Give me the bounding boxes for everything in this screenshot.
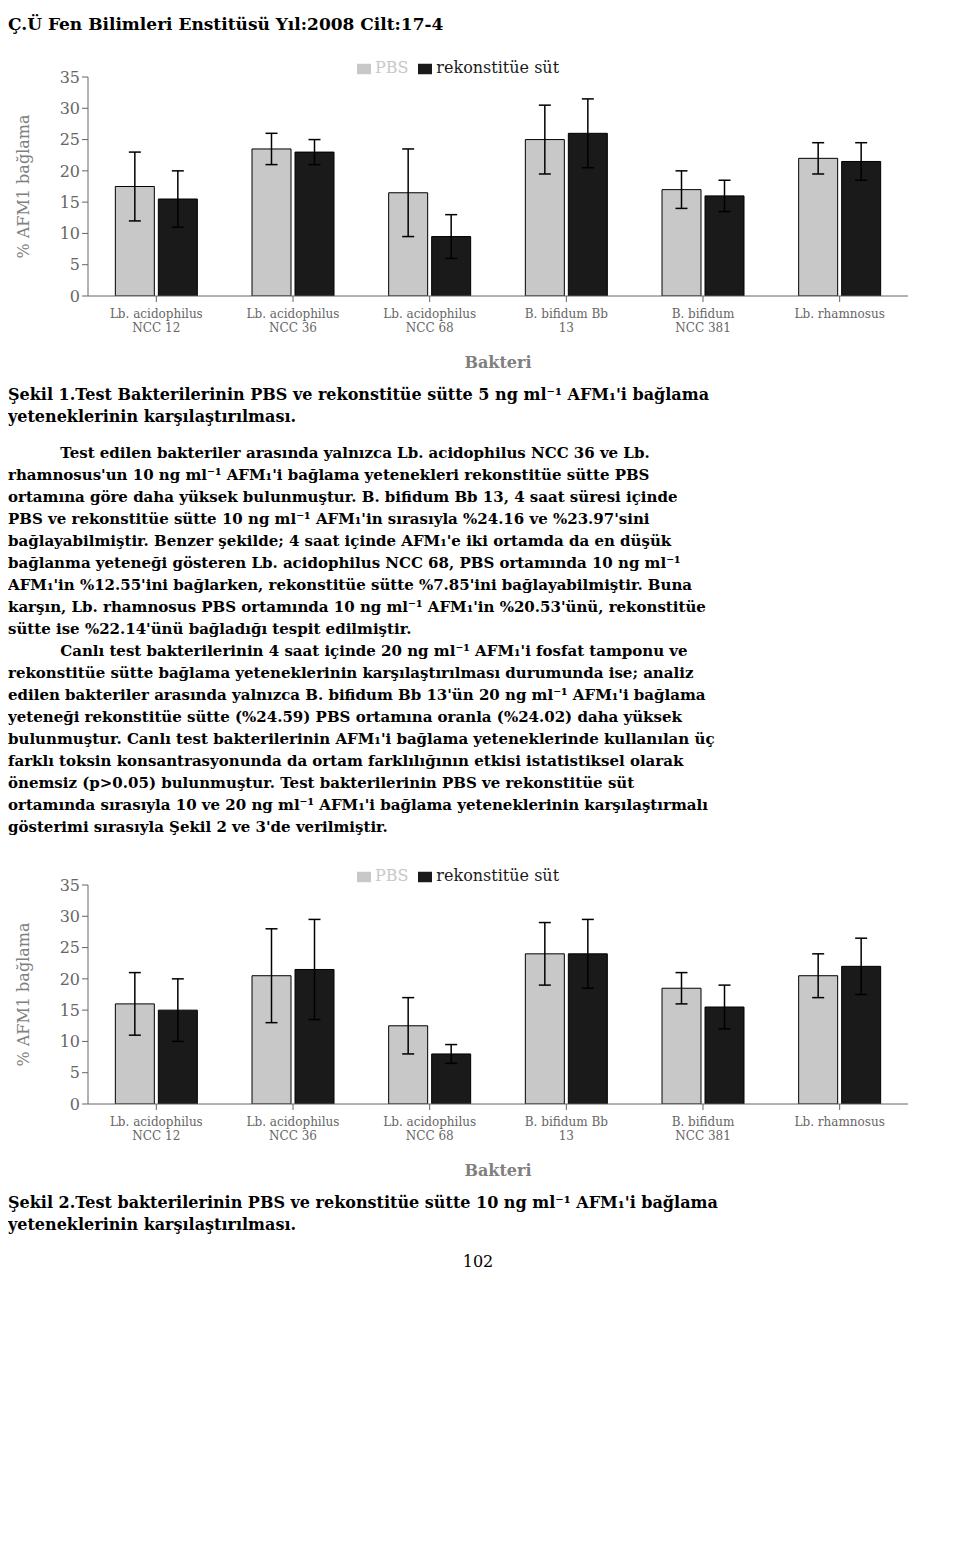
svg-text:15: 15 bbox=[60, 193, 80, 212]
html-text:rekonstitüe süt: rekonstitüe süt bbox=[436, 58, 560, 77]
svg-text:25: 25 bbox=[60, 938, 80, 957]
svg-text:Lb. acidophilusNCC 68: Lb. acidophilusNCC 68 bbox=[383, 1115, 476, 1143]
svg-text:Lb. acidophilusNCC 36: Lb. acidophilusNCC 36 bbox=[247, 1115, 340, 1143]
svg-text:15: 15 bbox=[60, 1001, 80, 1020]
html-text:rekonstitüe süt: rekonstitüe süt bbox=[436, 866, 560, 885]
svg-text:Lb. acidophilusNCC 12: Lb. acidophilusNCC 12 bbox=[110, 307, 203, 335]
svg-text:0: 0 bbox=[70, 287, 80, 306]
html-text:bağlayabilmiştir. Benzer şekil: bağlayabilmiştir. Benzer şekilde; 4 saat… bbox=[8, 532, 672, 550]
svg-text:B. bifidum Bb13: B. bifidum Bb13 bbox=[525, 1115, 608, 1143]
html-text:edilen bakteriler arasında yal: edilen bakteriler arasında yalnızca B. b… bbox=[8, 686, 706, 704]
svg-text:20: 20 bbox=[60, 162, 80, 181]
svg-text:25: 25 bbox=[60, 130, 80, 149]
html-text:yeteneği rekonstitüe sütte (%2: yeteneği rekonstitüe sütte (%24.59) PBS … bbox=[8, 708, 682, 726]
svg-text:Lb. rhamnosus: Lb. rhamnosus bbox=[795, 307, 885, 321]
svg-text:10: 10 bbox=[60, 224, 80, 243]
svg-text:5: 5 bbox=[70, 1063, 80, 1082]
svg-text:Bakteri: Bakteri bbox=[464, 1161, 531, 1180]
html-text:gösterimi sırasıyla Şekil 2 ve: gösterimi sırasıyla Şekil 2 ve 3'de veri… bbox=[8, 818, 388, 836]
svg-text:35: 35 bbox=[60, 68, 80, 87]
html-text:önemsiz (p>0.05) bulunmuştur.: önemsiz (p>0.05) bulunmuştur. Test bakte… bbox=[8, 774, 635, 792]
html-text:PBS: PBS bbox=[374, 58, 409, 77]
html-text:sütte ise %22.14'ünü bağladığı: sütte ise %22.14'ünü bağladığı tespit ed… bbox=[8, 620, 412, 638]
svg-text:5: 5 bbox=[70, 255, 80, 274]
svg-text:% AFM1 bağlama: % AFM1 bağlama bbox=[14, 114, 33, 258]
html-text:karşın, Lb. rhamnosus PBS orta: karşın, Lb. rhamnosus PBS ortamında 10 n… bbox=[8, 598, 706, 616]
html-text:AFM₁'in %12.55'ini bağlarken,: AFM₁'in %12.55'ini bağlarken, rekonstitü… bbox=[8, 576, 693, 594]
html-text:rhamnosus'un 10 ng ml⁻¹ AFM₁'i: rhamnosus'un 10 ng ml⁻¹ AFM₁'i bağlama y… bbox=[8, 466, 650, 484]
html-text:farklı toksin konsantrasyonund: farklı toksin konsantrasyonunda da ortam… bbox=[8, 752, 684, 770]
svg-text:30: 30 bbox=[60, 99, 80, 118]
html-text:rekonstitüe sütte bağlama yete: rekonstitüe sütte bağlama yeteneklerinin… bbox=[8, 664, 694, 682]
svg-text:Lb. acidophilusNCC 36: Lb. acidophilusNCC 36 bbox=[247, 307, 340, 335]
html-text:ortamında sırasıyla 10 ve 20 n: ortamında sırasıyla 10 ve 20 ng ml⁻¹ AFM… bbox=[8, 796, 708, 814]
svg-text:Lb. acidophilusNCC 12: Lb. acidophilusNCC 12 bbox=[110, 1115, 203, 1143]
html-text:bağlanma yeteneği gösteren Lb.: bağlanma yeteneği gösteren Lb. acidophil… bbox=[8, 554, 681, 572]
svg-text:Bakteri: Bakteri bbox=[464, 353, 531, 372]
svg-text:30: 30 bbox=[60, 907, 80, 926]
svg-text:% AFM1 bağlama: % AFM1 bağlama bbox=[14, 922, 33, 1066]
html-text:102: 102 bbox=[462, 1252, 494, 1271]
html-text:PBS: PBS bbox=[374, 866, 409, 885]
svg-text:B. bifidumNCC 381: B. bifidumNCC 381 bbox=[672, 307, 735, 335]
svg-text:B. bifidum Bb13: B. bifidum Bb13 bbox=[525, 307, 608, 335]
svg-text:35: 35 bbox=[60, 876, 80, 895]
html-text:PBS ve rekonstitüe sütte 10 ng: PBS ve rekonstitüe sütte 10 ng ml⁻¹ AFM₁… bbox=[8, 510, 650, 528]
html-text:Test edilen bakteriler arasınd: Test edilen bakteriler arasında yalnızca… bbox=[8, 444, 650, 462]
svg-text:B. bifidumNCC 381: B. bifidumNCC 381 bbox=[672, 1115, 735, 1143]
html-text:ortamına göre daha yüksek bulu: ortamına göre daha yüksek bulunmuştur. B… bbox=[8, 488, 678, 506]
svg-text:20: 20 bbox=[60, 970, 80, 989]
html-text:Şekil 2.Test bakterilerinin PB: Şekil 2.Test bakterilerinin PBS ve rekon… bbox=[8, 1193, 718, 1234]
svg-text:Lb. rhamnosus: Lb. rhamnosus bbox=[795, 1115, 885, 1129]
html-text:Şekil 1.Test Bakterilerinin PB: Şekil 1.Test Bakterilerinin PBS ve rekon… bbox=[8, 385, 709, 426]
svg-text:10: 10 bbox=[60, 1032, 80, 1051]
svg-text:Lb. acidophilusNCC 68: Lb. acidophilusNCC 68 bbox=[383, 307, 476, 335]
html-text:Ç.Ü Fen Bilimleri Enstitüsü Yı: Ç.Ü Fen Bilimleri Enstitüsü Yıl:2008 Cil… bbox=[8, 14, 444, 34]
svg-text:0: 0 bbox=[70, 1095, 80, 1114]
html-text:bulunmuştur. Canlı test bakter: bulunmuştur. Canlı test bakterilerinin A… bbox=[8, 730, 715, 748]
html-text:Canlı test bakterilerinin 4 sa: Canlı test bakterilerinin 4 saat içinde … bbox=[8, 642, 688, 660]
